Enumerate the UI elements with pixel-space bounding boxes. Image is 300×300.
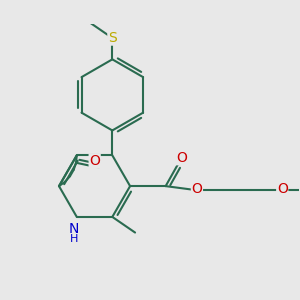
Text: O: O (277, 182, 288, 196)
Text: N: N (69, 222, 79, 236)
Text: O: O (176, 151, 187, 165)
Text: O: O (191, 182, 203, 196)
Text: S: S (108, 31, 117, 45)
Text: H: H (70, 234, 78, 244)
Text: O: O (89, 154, 100, 168)
